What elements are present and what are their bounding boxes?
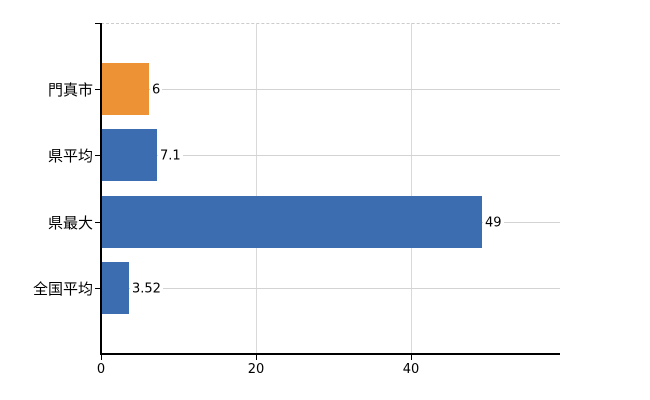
x-axis-tick [411, 354, 412, 360]
category-label: 県平均 [47, 147, 93, 165]
bar-value-label: 3.52 [130, 281, 163, 297]
bar-3 [102, 196, 482, 248]
y-axis-tick [95, 222, 101, 223]
category-label: 県最大 [47, 214, 93, 232]
category-label: 全国平均 [32, 280, 93, 298]
y-axis-tick [95, 89, 101, 90]
x-axis-line [100, 353, 560, 355]
category-gridline [101, 89, 560, 90]
category-gridline [101, 288, 560, 289]
x-axis-tick [101, 354, 102, 360]
x-tick-label: 0 [96, 362, 106, 377]
y-axis-line [100, 23, 102, 354]
y-axis-tick [95, 288, 101, 289]
bar-value-label: 7.1 [158, 148, 183, 164]
x-tick-label: 40 [402, 362, 420, 377]
x-gridline [411, 23, 412, 354]
bar-value-label: 6 [150, 82, 163, 98]
x-gridline [256, 23, 257, 354]
bar-value-label: 49 [483, 215, 504, 231]
plot-top-border [101, 23, 560, 24]
category-label: 門真市 [47, 81, 93, 99]
x-axis-tick [256, 354, 257, 360]
bar-4 [102, 262, 129, 314]
y-axis-top-tick [95, 23, 101, 24]
x-tick-label: 20 [247, 362, 265, 377]
bar-2 [102, 129, 157, 181]
bar-1 [102, 63, 149, 115]
y-axis-tick [95, 155, 101, 156]
category-gridline [101, 155, 560, 156]
